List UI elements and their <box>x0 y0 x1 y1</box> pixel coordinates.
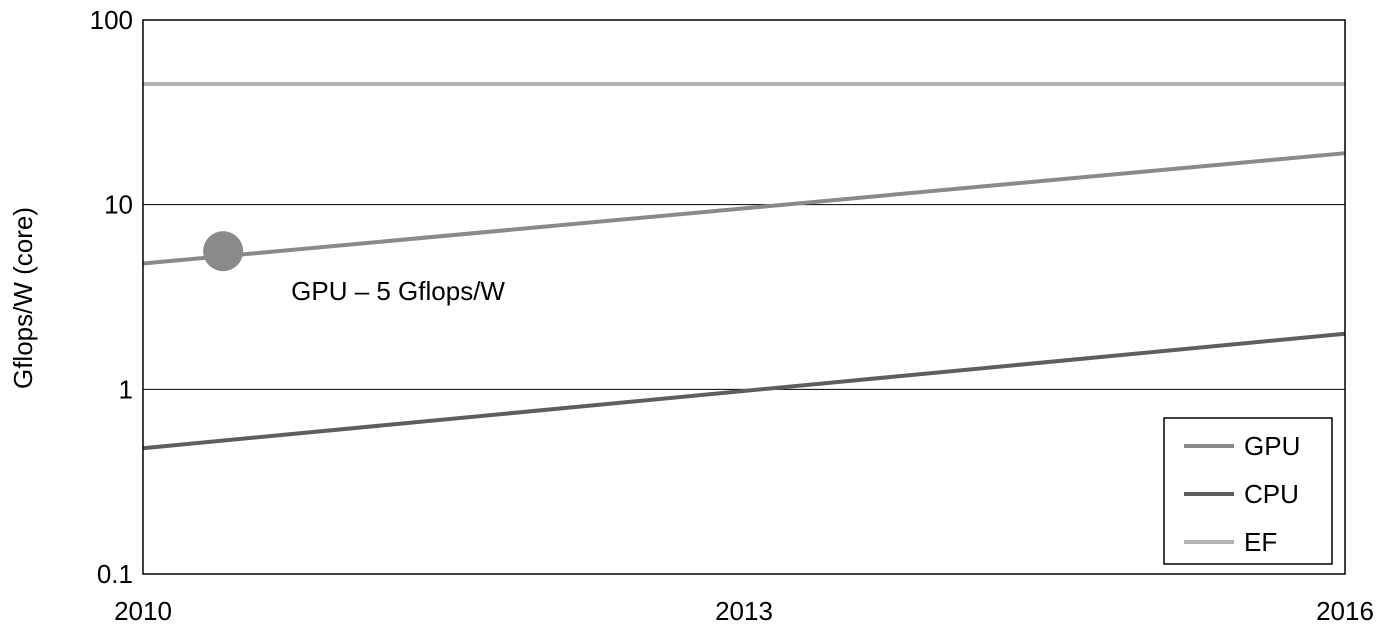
legend: GPU CPU EF <box>1163 417 1333 565</box>
y-tick-labels: 0.1 1 10 100 <box>90 5 133 589</box>
plot-frame <box>142 19 1346 575</box>
y-tick-label: 100 <box>90 5 133 35</box>
x-tick-label: 2010 <box>114 596 172 626</box>
y-tick-label: 0.1 <box>97 559 133 589</box>
annotation-layer: GPU – 5 Gflops/W <box>203 231 505 306</box>
x-tick-label: 2016 <box>1316 596 1374 626</box>
y-tick-label: 10 <box>104 190 133 220</box>
x-tick-labels: 2010 2013 2016 <box>114 596 1374 626</box>
legend-box <box>1163 417 1333 565</box>
annotation-marker <box>203 231 244 272</box>
legend-label-gpu: GPU <box>1244 431 1300 461</box>
y-axis-label: Gflops/W (core) <box>8 207 38 389</box>
x-tick-label: 2013 <box>715 596 773 626</box>
series-layer <box>142 82 1346 451</box>
annotation-label: GPU – 5 Gflops/W <box>291 276 505 306</box>
series-line-gpu <box>142 151 1346 266</box>
legend-label-ef: EF <box>1244 527 1277 557</box>
legend-label-cpu: CPU <box>1244 479 1299 509</box>
series-line-cpu <box>142 331 1346 451</box>
y-tick-label: 1 <box>119 374 133 404</box>
